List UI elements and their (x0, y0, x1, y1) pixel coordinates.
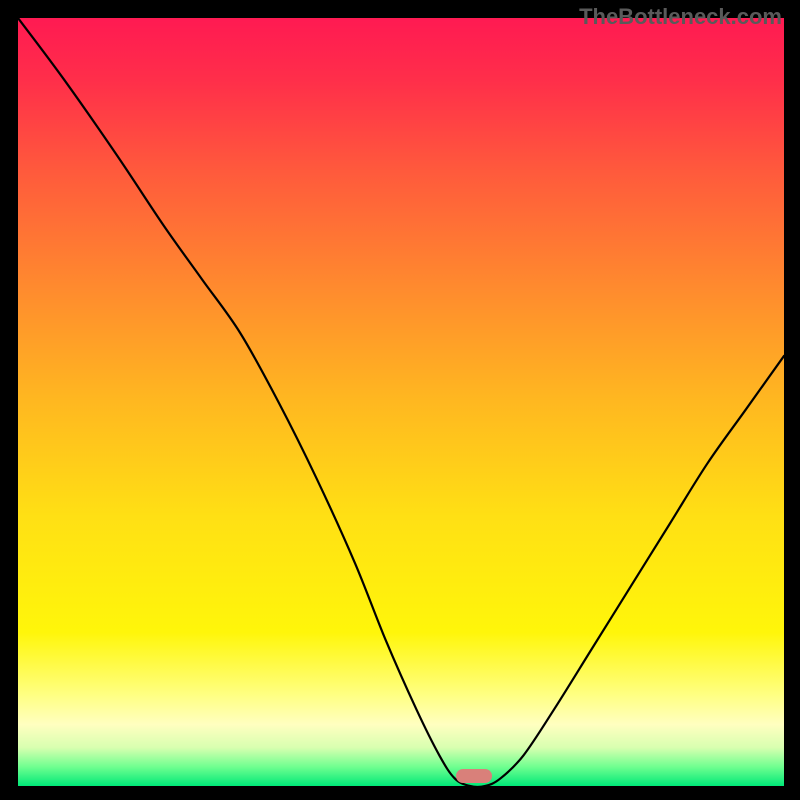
bottleneck-curve (18, 18, 784, 786)
plot-area (18, 18, 784, 786)
chart-container: { "canvas": { "width": 800, "height": 80… (0, 0, 800, 800)
optimum-marker (456, 769, 492, 783)
watermark-text: TheBottleneck.com (579, 4, 782, 30)
